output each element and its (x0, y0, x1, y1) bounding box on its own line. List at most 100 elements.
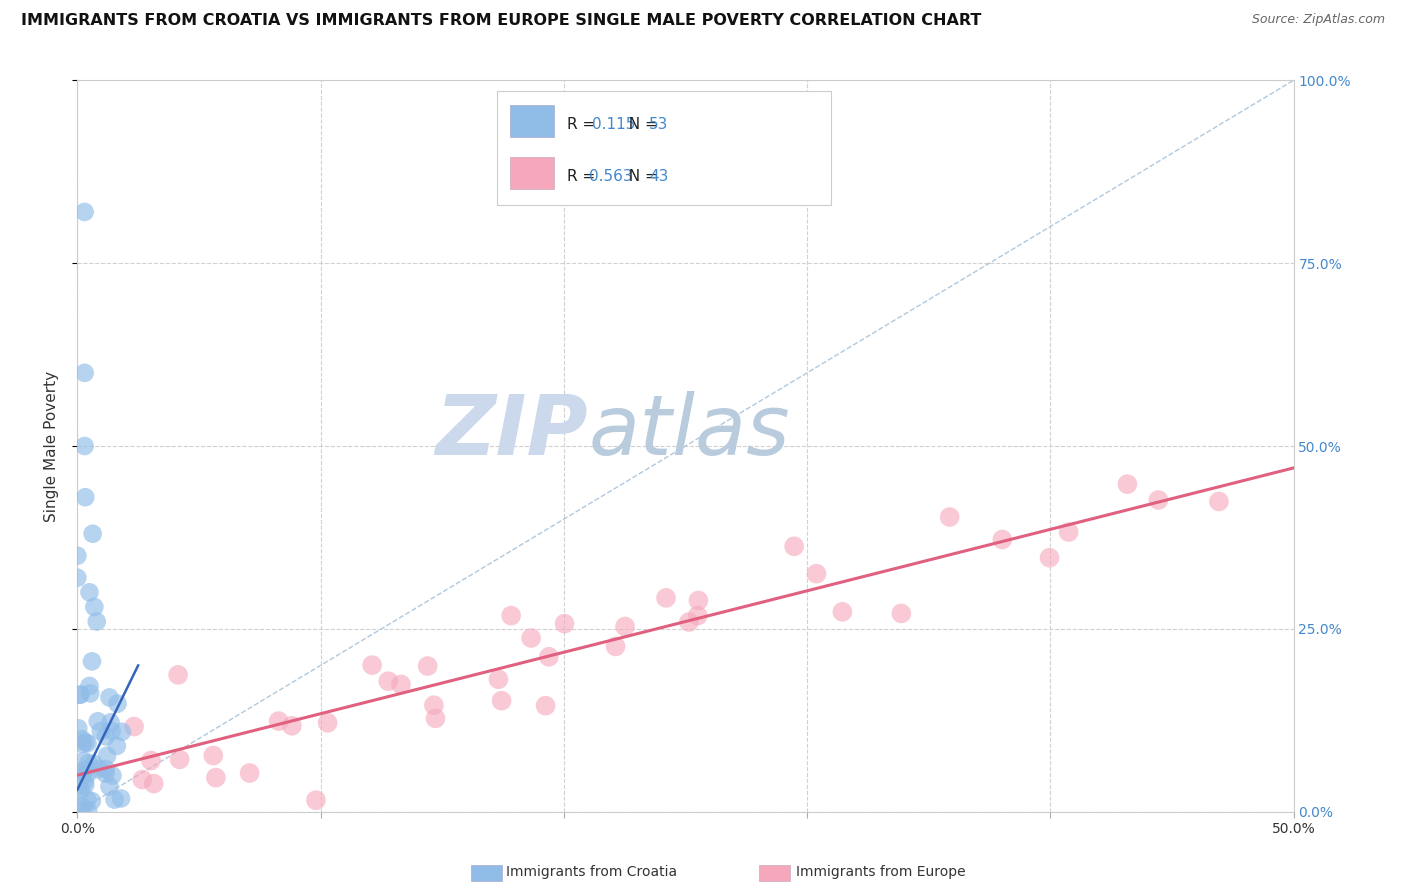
Point (110, 791, 132, 805)
Point (83, 756, 105, 771)
Point (67, 721, 90, 735)
Text: Immigrants from Croatia: Immigrants from Croatia (506, 865, 678, 880)
Point (69, 770, 91, 784)
Point (678, 615, 700, 629)
Point (686, 608, 709, 623)
Point (73, 763, 96, 777)
Point (76, 792, 98, 806)
Point (73, 439, 96, 453)
Point (87, 762, 110, 776)
Text: 0.115: 0.115 (592, 117, 636, 132)
Point (69, 688, 91, 702)
Point (103, 792, 125, 806)
Point (94, 730, 117, 744)
Text: 0.563: 0.563 (589, 169, 633, 184)
Point (73, 366, 96, 380)
Point (101, 768, 124, 782)
Point (520, 631, 543, 645)
Point (890, 607, 912, 621)
Point (82, 526, 104, 541)
Text: Source: ZipAtlas.com: Source: ZipAtlas.com (1251, 13, 1385, 27)
Text: 43: 43 (650, 169, 668, 184)
Point (75, 778, 97, 792)
Point (90, 724, 112, 739)
Point (783, 539, 806, 553)
Point (423, 698, 446, 713)
Point (70, 799, 93, 814)
Point (73, 205, 96, 219)
Point (1038, 550, 1060, 565)
Point (83, 599, 105, 614)
Point (1147, 492, 1170, 507)
Point (80, 654, 103, 668)
Point (122, 720, 145, 734)
Point (94, 762, 117, 776)
Point (67, 779, 90, 793)
Point (100, 715, 122, 730)
Point (98, 690, 121, 705)
Point (75, 490, 97, 504)
Point (76, 766, 98, 780)
Point (491, 694, 513, 708)
Point (534, 698, 557, 713)
Point (72, 804, 94, 818)
Text: ZIP: ZIP (436, 391, 588, 472)
Point (1057, 524, 1080, 539)
Point (79, 679, 101, 693)
Point (361, 658, 384, 673)
Point (87, 714, 110, 729)
Point (66, 571, 89, 585)
Point (69, 783, 91, 797)
Point (73, 774, 96, 789)
Y-axis label: Single Male Poverty: Single Male Poverty (44, 370, 59, 522)
Point (688, 593, 710, 607)
Point (605, 640, 627, 654)
Point (105, 739, 128, 753)
Point (76, 736, 98, 750)
Point (72, 766, 94, 780)
Point (98, 780, 121, 794)
Point (96, 748, 118, 763)
Text: N =: N = (619, 169, 662, 184)
Point (281, 719, 304, 733)
Point (377, 674, 399, 689)
Point (416, 659, 439, 673)
Text: IMMIGRANTS FROM CROATIA VS IMMIGRANTS FROM EUROPE SINGLE MALE POVERTY CORRELATIO: IMMIGRANTS FROM CROATIA VS IMMIGRANTS FR… (21, 13, 981, 29)
Point (86, 615, 108, 629)
Point (142, 776, 165, 790)
Point (202, 748, 225, 763)
Point (991, 533, 1014, 547)
Point (77, 804, 100, 818)
Point (425, 711, 447, 725)
Point (806, 566, 828, 581)
Point (169, 752, 191, 766)
Point (75, 735, 97, 749)
Point (66, 549, 89, 563)
Point (316, 715, 339, 730)
Text: 53: 53 (650, 117, 668, 132)
Point (77, 756, 100, 770)
Point (131, 772, 153, 787)
Point (94, 766, 117, 780)
Point (267, 714, 290, 728)
Point (305, 793, 328, 807)
Point (1116, 477, 1139, 491)
Text: Immigrants from Europe: Immigrants from Europe (796, 865, 966, 880)
Text: R =: R = (567, 169, 600, 184)
Point (107, 697, 129, 711)
Point (70, 732, 93, 747)
Point (79, 585, 101, 599)
Text: R =: R = (567, 117, 605, 132)
Point (501, 608, 523, 623)
Point (1208, 494, 1230, 508)
Point (72, 737, 94, 751)
Point (938, 510, 960, 524)
Point (655, 591, 678, 605)
Point (537, 649, 560, 664)
Text: atlas: atlas (588, 391, 790, 472)
Point (239, 766, 262, 780)
Point (69, 688, 91, 702)
Point (614, 619, 637, 633)
Point (73, 754, 96, 768)
Point (80, 794, 103, 808)
